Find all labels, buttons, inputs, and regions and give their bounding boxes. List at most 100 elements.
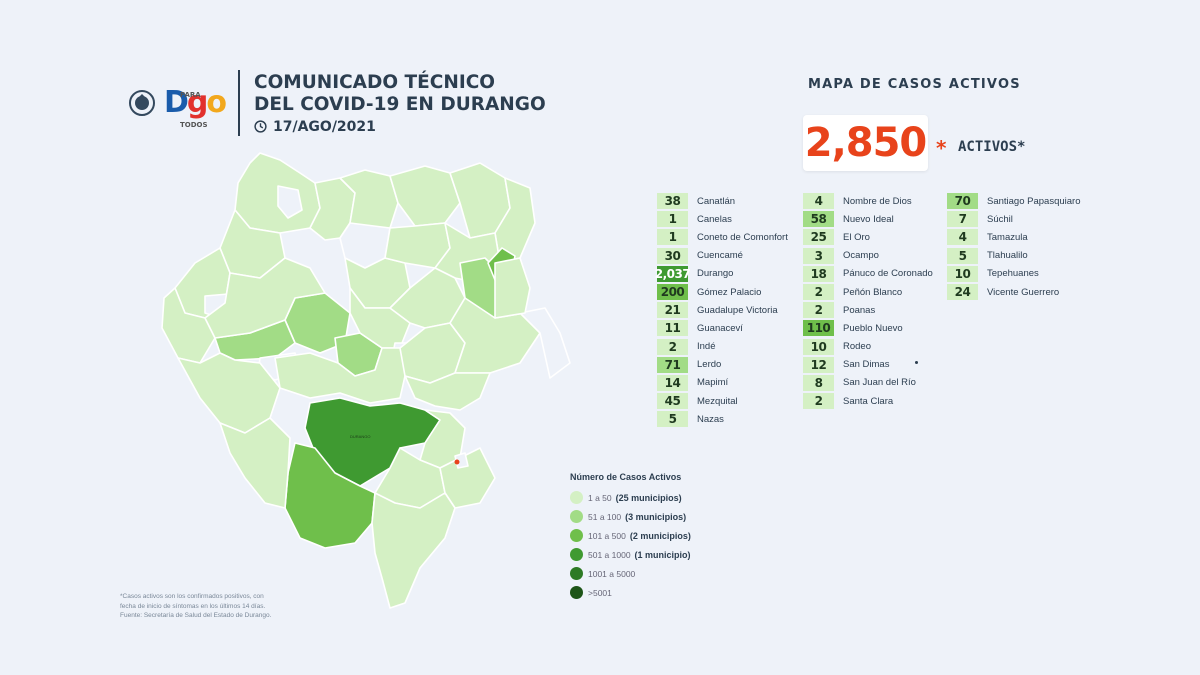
legend-count: (1 municipio)	[634, 549, 691, 560]
municipality-name: Guanaceví	[697, 322, 743, 334]
legend-item: 1 a 50 (25 municipios)	[570, 488, 691, 507]
legend-item: 51 a 100 (3 municipios)	[570, 507, 691, 526]
legend-range: 51 a 100	[588, 511, 622, 522]
header-titles: COMUNICADO TÉCNICO DEL COVID-19 EN DURAN…	[254, 72, 546, 135]
state-seal-icon	[129, 90, 155, 116]
footnote-line1: *Casos activos son los confirmados posit…	[120, 593, 264, 600]
municipality-row: 14 Mapimí	[657, 374, 788, 392]
municipality-value: 1	[657, 211, 688, 228]
legend-item: 101 a 500 (2 municipios)	[570, 526, 691, 545]
municipality-name: Tamazula	[987, 231, 1028, 243]
municipality-name: Peñón Blanco	[843, 286, 903, 298]
legend-swatch	[570, 548, 583, 561]
active-label: ACTIVOS*	[958, 139, 1026, 155]
logo-tagline: PARA TODOS	[180, 91, 208, 129]
map-region-white-north	[277, 185, 303, 219]
municipality-value: 110	[803, 320, 834, 337]
municipality-row: 10 Rodeo	[803, 338, 933, 356]
map-legend: Número de Casos Activos 1 a 50 (25 munici…	[570, 472, 691, 602]
municipality-row: 10 Tepehuanes	[947, 265, 1081, 283]
municipality-row: 2,037 Durango	[654, 265, 788, 283]
map-region-s-center	[274, 347, 406, 404]
logo-letter-d: D	[164, 85, 189, 120]
total-active-box: 2,850	[803, 115, 928, 171]
municipality-row: 2 Indé	[657, 338, 788, 356]
municipality-value: 4	[947, 229, 978, 246]
legend-swatch	[570, 529, 583, 542]
municipality-name: Nombre de Dios	[843, 195, 912, 207]
municipality-row: 58 Nuevo Ideal	[803, 210, 933, 228]
municipality-row: 11 Guanaceví	[657, 319, 788, 337]
municipality-value: 200	[657, 284, 688, 301]
municipality-name: Guadalupe Victoria	[697, 304, 778, 316]
asterisk-icon: *	[936, 136, 947, 160]
municipality-row: 18 Pánuco de Coronado	[803, 265, 933, 283]
municipality-value: 38	[657, 193, 688, 210]
municipality-name: Tepehuanes	[987, 268, 1039, 280]
municipality-name: Canatlán	[697, 195, 736, 207]
legend-swatch	[570, 586, 583, 599]
municipality-row: 7 Súchil	[947, 210, 1081, 228]
municipality-name: Mapimí	[697, 377, 729, 389]
municipality-name: Indé	[697, 341, 716, 353]
municipality-name: Santiago Papasquiaro	[987, 195, 1081, 207]
footnote-line3: Fuente: Secretaría de Salud del Estado d…	[120, 612, 272, 619]
municipality-row: 4 Tamazula	[947, 228, 1081, 246]
municipality-value: 10	[947, 265, 978, 282]
municipality-value: 2	[803, 302, 834, 319]
municipality-name: Súchil	[987, 213, 1013, 225]
municipality-name: Vicente Guerrero	[987, 286, 1060, 298]
municipality-row: 70 Santiago Papasquiaro	[947, 192, 1081, 210]
municipality-value: 25	[803, 229, 834, 246]
durango-logo: PARA TODOS Dgo	[164, 85, 227, 130]
legend-item: 501 a 1000 (1 municipio)	[570, 545, 691, 564]
legend-swatch	[570, 491, 583, 504]
municipality-value: 1	[657, 229, 688, 246]
legend-range: 1 a 50	[588, 492, 612, 503]
municipality-row: 30 Cuencamé	[657, 247, 788, 265]
municipality-row: 5 Nazas	[657, 410, 788, 428]
legend-item: >5001	[570, 583, 691, 602]
municipality-name: Nazas	[697, 413, 724, 425]
municipality-value: 2,037	[654, 265, 691, 282]
municipality-value: 21	[657, 302, 688, 319]
municipality-name: Gómez Palacio	[697, 286, 762, 298]
municipality-value: 5	[657, 411, 688, 428]
map-marker	[454, 459, 460, 465]
municipality-row: 4 Nombre de Dios	[803, 192, 933, 210]
municipality-row: 110 Pueblo Nuevo	[803, 319, 933, 337]
clock-icon	[254, 120, 267, 133]
page-title-line2: DEL COVID-19 EN DURANGO	[254, 93, 546, 115]
total-active-number: 2,850	[804, 120, 928, 166]
municipality-name: Santa Clara	[843, 395, 894, 407]
map-subtitle: MAPA DE CASOS ACTIVOS	[808, 77, 1021, 92]
municipality-name: San Dimas	[843, 359, 890, 371]
municipality-row: 12 San Dimas	[803, 356, 933, 374]
municipality-row: 1 Coneto de Comonfort	[657, 228, 788, 246]
municipality-row: 24 Vicente Guerrero	[947, 283, 1081, 301]
municipality-row: 21 Guadalupe Victoria	[657, 301, 788, 319]
legend-title: Número de Casos Activos	[570, 472, 682, 482]
municipality-column-1: 38 Canatlán 1 Canelas 1 Coneto de Comonfort 30…	[654, 192, 788, 428]
map-region-se3	[439, 447, 496, 509]
header: PARA TODOS Dgo COMUNICADO TÉCNICO DEL CO…	[128, 70, 546, 136]
municipality-value: 11	[657, 320, 688, 337]
municipality-value: 10	[803, 338, 834, 355]
municipality-name: Lerdo	[697, 359, 722, 371]
footnote: *Casos activos son los confirmados posit…	[120, 592, 320, 621]
municipality-value: 8	[803, 374, 834, 391]
map-region-mezquital	[371, 492, 456, 609]
municipality-row: 2 Poanas	[803, 301, 933, 319]
municipality-name: Cuencamé	[697, 250, 743, 262]
municipality-name: Mezquital	[697, 395, 738, 407]
legend-count: (3 municipios)	[625, 511, 687, 522]
header-divider	[238, 70, 240, 136]
municipality-value: 14	[657, 374, 688, 391]
legend-count: (25 municipios)	[615, 492, 682, 503]
municipality-row: 5 Tlahualilo	[947, 247, 1081, 265]
municipality-row: 2 Peñón Blanco	[803, 283, 933, 301]
municipality-row: 25 El Oro	[803, 228, 933, 246]
municipality-value: 18	[803, 265, 834, 282]
municipality-value: 2	[657, 338, 688, 355]
municipality-value: 12	[803, 356, 834, 373]
